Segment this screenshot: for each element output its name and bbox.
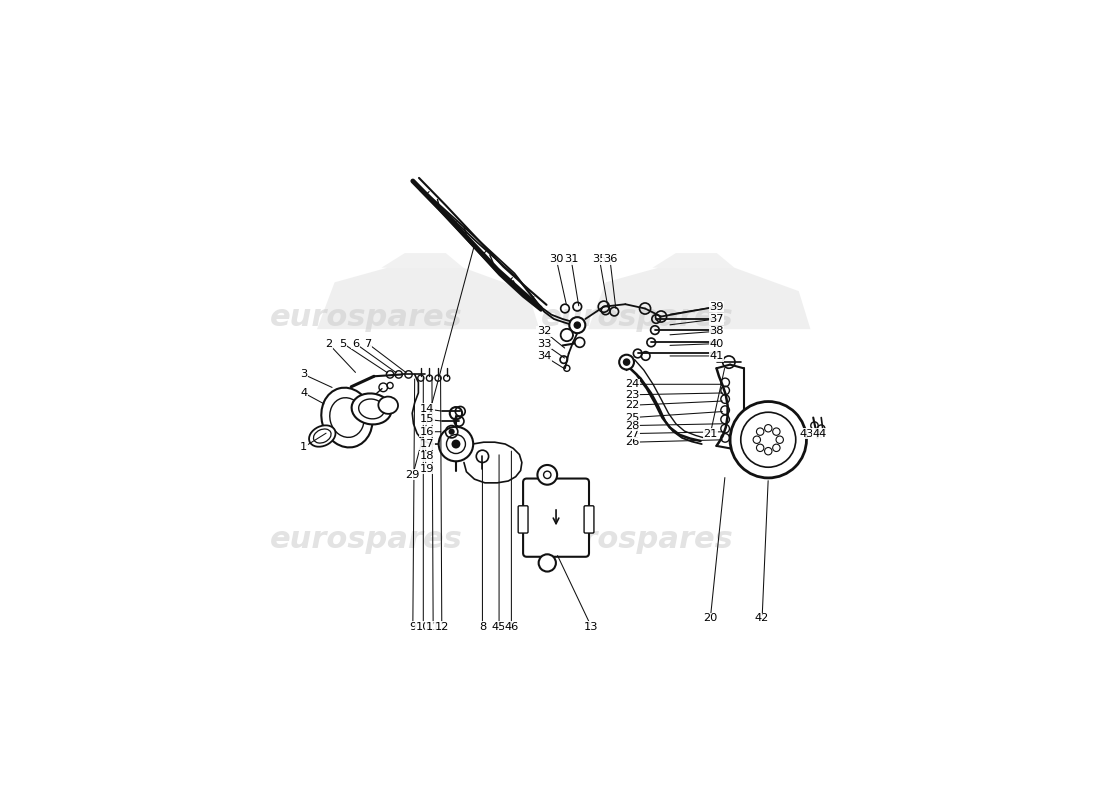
Text: 37: 37 xyxy=(710,314,724,324)
Polygon shape xyxy=(652,253,735,268)
Text: 26: 26 xyxy=(626,437,640,447)
Text: 33: 33 xyxy=(537,338,551,349)
Circle shape xyxy=(538,465,557,485)
Text: 44: 44 xyxy=(812,429,826,438)
Text: 15: 15 xyxy=(420,414,434,424)
Circle shape xyxy=(449,429,454,434)
Text: 10: 10 xyxy=(416,622,430,632)
Text: eurospares: eurospares xyxy=(271,525,463,554)
Text: 35: 35 xyxy=(592,254,607,264)
Text: eurospares: eurospares xyxy=(271,303,463,332)
Circle shape xyxy=(574,322,581,328)
Text: 13: 13 xyxy=(584,622,598,632)
Text: 4: 4 xyxy=(300,388,307,398)
Text: 45: 45 xyxy=(492,622,506,632)
Text: 31: 31 xyxy=(564,254,579,264)
Text: 9: 9 xyxy=(409,622,417,632)
Text: 7: 7 xyxy=(364,338,372,349)
Circle shape xyxy=(730,402,806,478)
Text: 43: 43 xyxy=(800,429,814,438)
Text: 32: 32 xyxy=(537,326,551,336)
Text: 46: 46 xyxy=(504,622,518,632)
Text: 38: 38 xyxy=(710,326,724,336)
Text: 17: 17 xyxy=(420,439,434,449)
Text: 19: 19 xyxy=(420,464,434,474)
Text: 29: 29 xyxy=(406,470,420,480)
Text: 30: 30 xyxy=(549,254,563,264)
FancyBboxPatch shape xyxy=(584,506,594,533)
Text: 40: 40 xyxy=(710,338,724,349)
Text: 12: 12 xyxy=(434,622,449,632)
Circle shape xyxy=(575,338,585,347)
Ellipse shape xyxy=(378,397,398,414)
Circle shape xyxy=(439,426,473,462)
Circle shape xyxy=(561,329,573,341)
Text: 2: 2 xyxy=(324,338,332,349)
Text: 39: 39 xyxy=(710,302,724,312)
Circle shape xyxy=(624,359,629,365)
Polygon shape xyxy=(382,253,463,268)
Ellipse shape xyxy=(314,429,331,443)
Text: eurospares: eurospares xyxy=(541,303,734,332)
Ellipse shape xyxy=(352,394,392,425)
Text: 22: 22 xyxy=(626,400,640,410)
Ellipse shape xyxy=(309,426,336,446)
Text: 28: 28 xyxy=(626,421,640,430)
Text: 5: 5 xyxy=(340,338,346,349)
Text: 6: 6 xyxy=(352,338,359,349)
Text: 24: 24 xyxy=(626,379,640,390)
Text: 8: 8 xyxy=(478,622,486,632)
Text: 1: 1 xyxy=(300,442,307,452)
FancyBboxPatch shape xyxy=(524,478,589,557)
Text: 20: 20 xyxy=(703,614,717,623)
Text: 25: 25 xyxy=(626,413,640,422)
Ellipse shape xyxy=(330,398,364,438)
Text: 16: 16 xyxy=(420,426,434,437)
Text: 27: 27 xyxy=(626,429,640,438)
Circle shape xyxy=(539,554,556,571)
Circle shape xyxy=(452,440,460,448)
Polygon shape xyxy=(588,268,811,329)
FancyBboxPatch shape xyxy=(518,506,528,533)
Text: 36: 36 xyxy=(603,254,617,264)
Text: 41: 41 xyxy=(710,351,724,361)
Circle shape xyxy=(619,354,634,370)
Ellipse shape xyxy=(359,399,384,419)
Ellipse shape xyxy=(321,388,373,447)
Polygon shape xyxy=(317,268,539,329)
Text: 3: 3 xyxy=(300,370,307,379)
Text: 42: 42 xyxy=(755,614,769,623)
Text: 34: 34 xyxy=(537,351,551,361)
Text: 11: 11 xyxy=(426,622,440,632)
Text: 14: 14 xyxy=(420,404,434,414)
Text: 21: 21 xyxy=(703,429,717,438)
Text: 23: 23 xyxy=(626,390,640,400)
Text: eurospares: eurospares xyxy=(541,525,734,554)
Text: 18: 18 xyxy=(420,451,434,462)
Circle shape xyxy=(570,317,585,333)
